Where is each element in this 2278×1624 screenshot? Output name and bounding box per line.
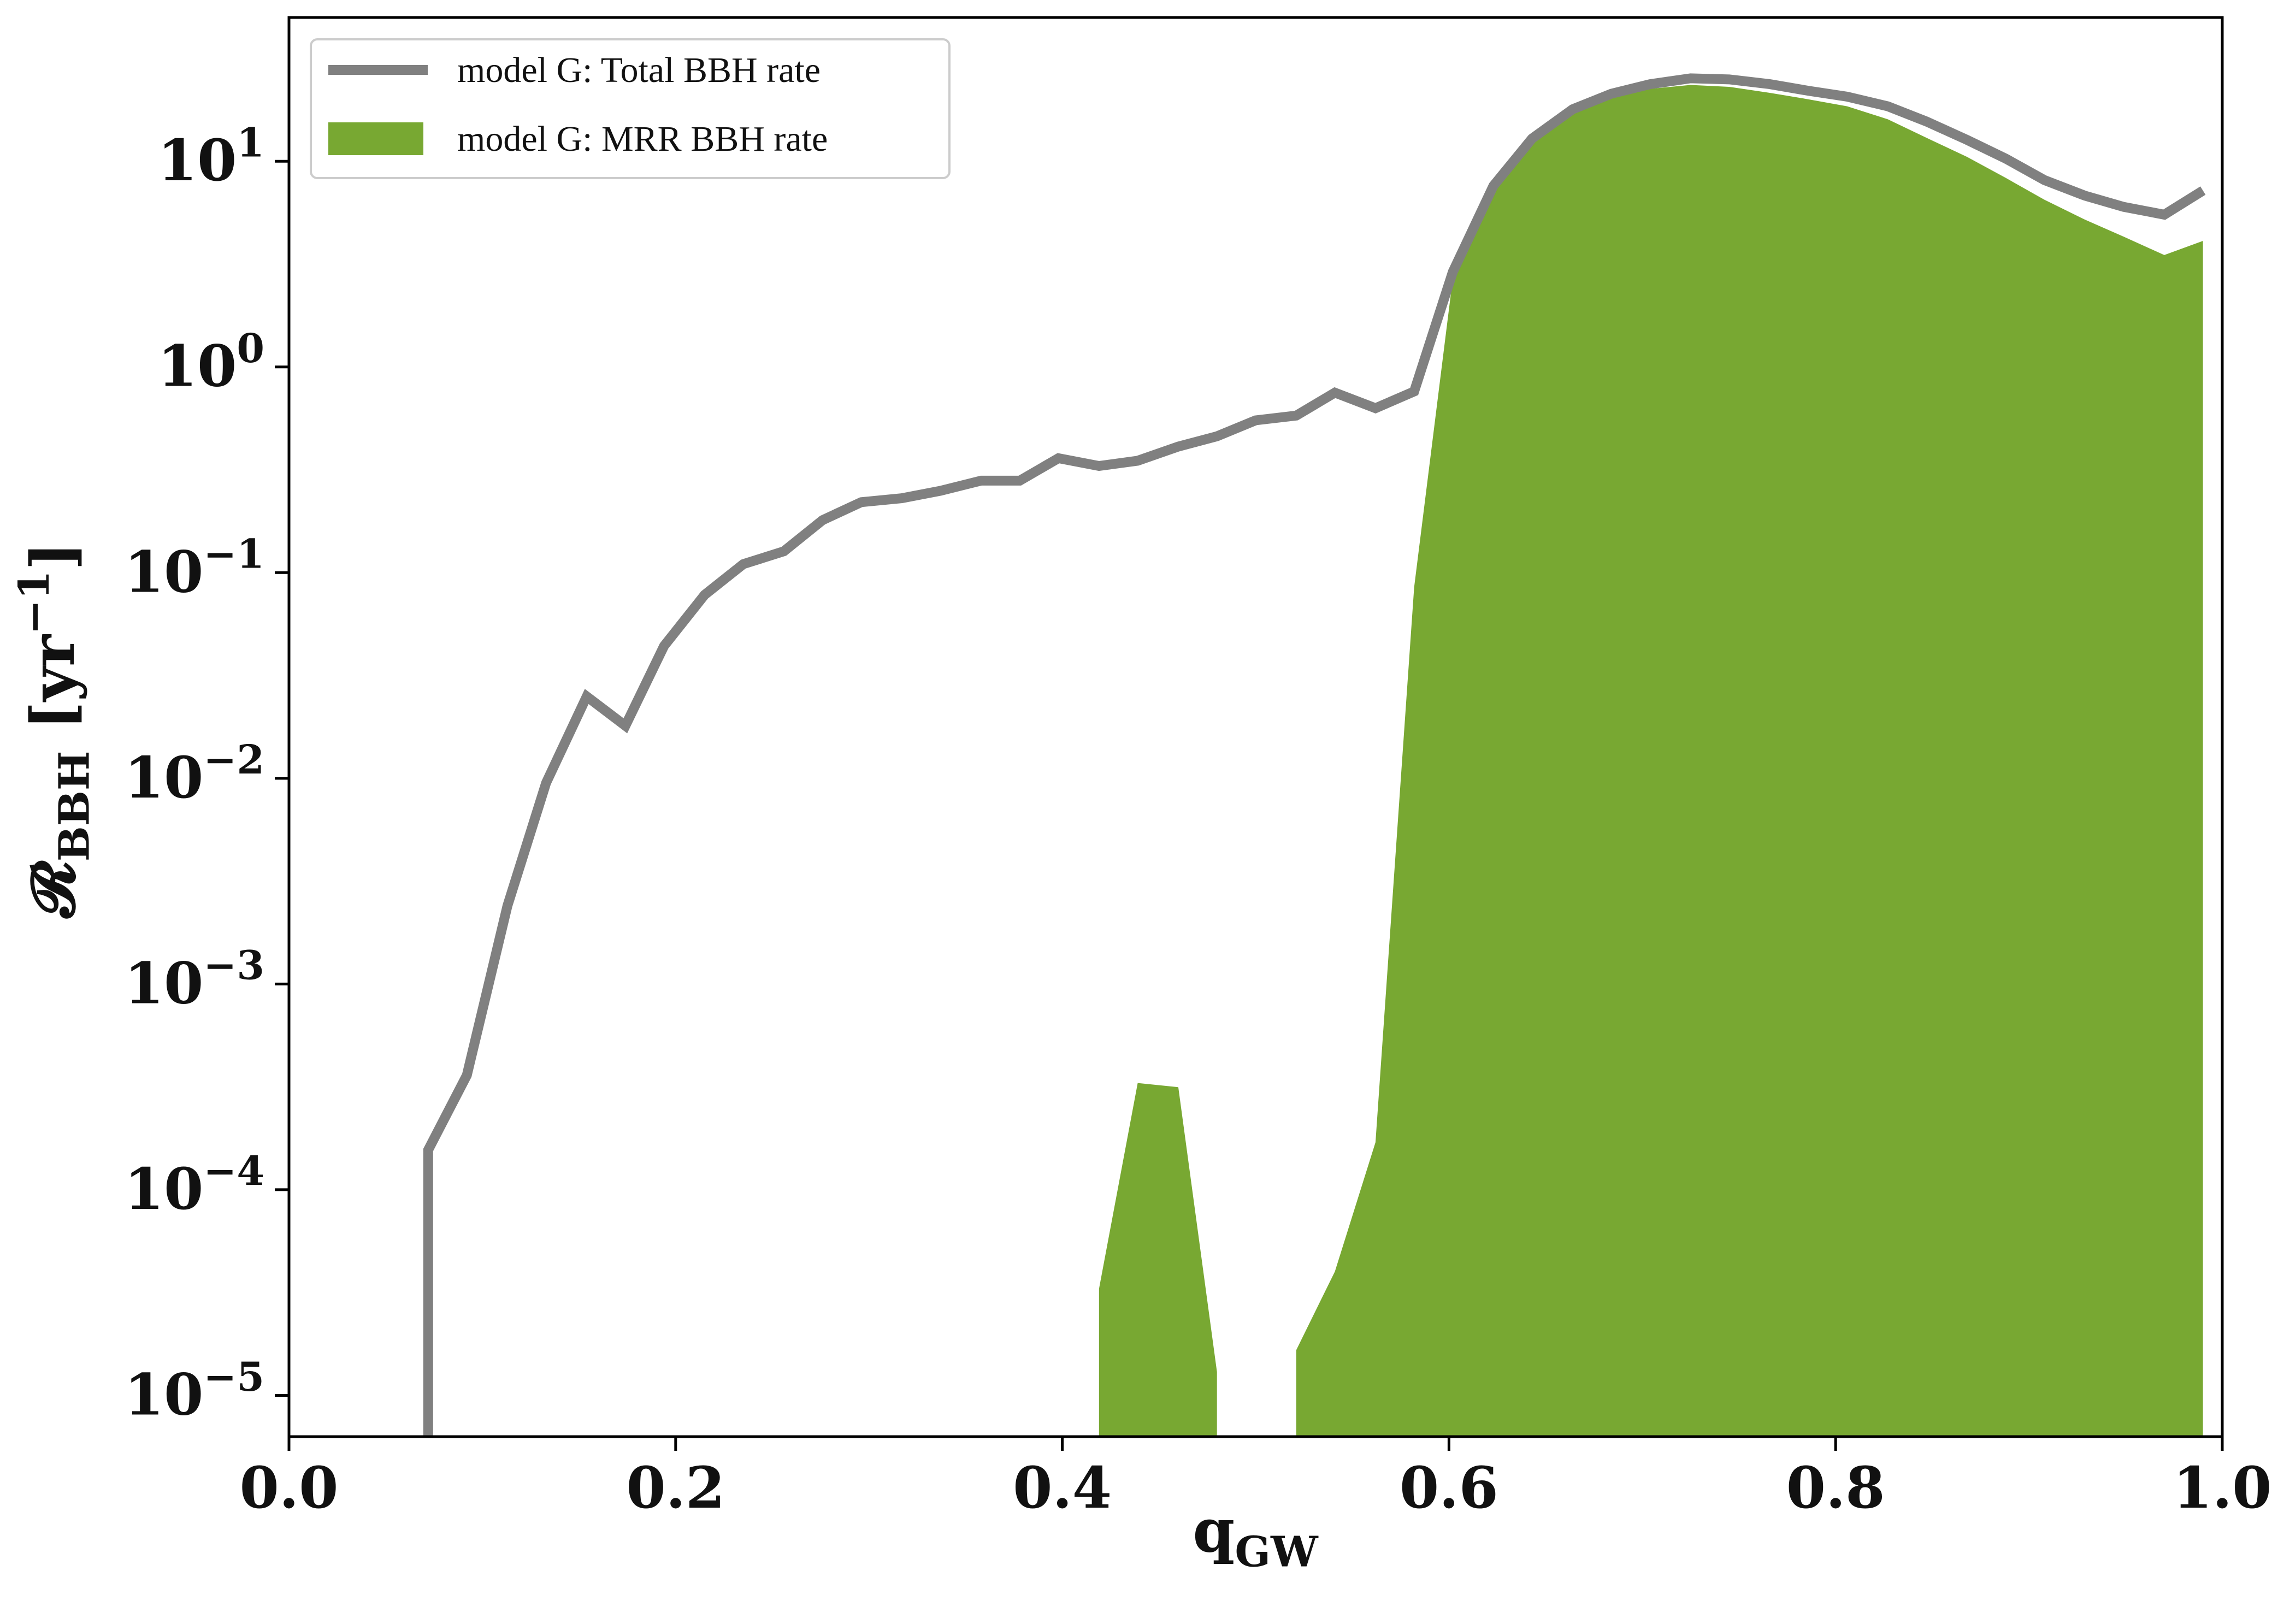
y-axis-title: 𝓡BBH​ [yr−1​] (10, 542, 99, 919)
legend-box (310, 38, 951, 179)
legend-label: model G: MRR BBH rate (457, 119, 828, 159)
x-tick-label: 0.8 (1786, 1454, 1885, 1521)
x-axis-title: qGW​ (1193, 1495, 1319, 1577)
line (423, 73, 2206, 1437)
y-tick-label: 10−1​ (125, 532, 264, 606)
y-tick-label: 10−2​ (125, 737, 264, 811)
legend-swatch (328, 122, 423, 155)
y-tick-label: 100​ (158, 326, 264, 400)
area (1099, 85, 2203, 1437)
x-tick-label: 0.6 (1400, 1454, 1498, 1521)
x-tick-label: 0.2 (626, 1454, 725, 1521)
y-tick-label: 10−5​ (125, 1354, 264, 1428)
legend: model G: Total BBH rate model G: MRR BBH … (310, 38, 951, 179)
y-tick-label: 10−3​ (125, 943, 264, 1017)
x-tick-label: 0.0 (240, 1454, 339, 1521)
y-tick-label: 101​ (158, 120, 264, 194)
x-tick-label: 1.0 (2173, 1454, 2272, 1521)
plot-area (423, 73, 2206, 1437)
y-tick-label: 10−4​ (125, 1148, 264, 1223)
axes-frame (287, 16, 2224, 1438)
legend-label: model G: Total BBH rate (457, 50, 821, 90)
x-tick-label: 0.4 (1013, 1454, 1112, 1521)
